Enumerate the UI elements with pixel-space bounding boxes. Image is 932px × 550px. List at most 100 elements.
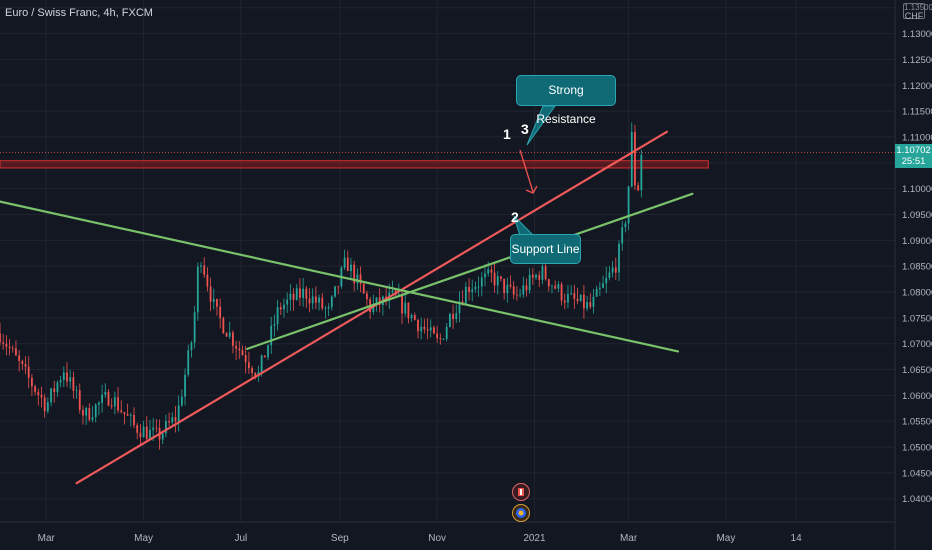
candle-body xyxy=(554,285,557,289)
candle-body xyxy=(614,267,617,273)
wave-label-2: 2 xyxy=(511,209,519,225)
candle-body xyxy=(187,350,190,375)
candle-body xyxy=(567,293,569,303)
candle-body xyxy=(286,299,289,305)
candle-body xyxy=(637,185,640,191)
candle-body xyxy=(634,131,636,186)
candle-body xyxy=(152,427,155,430)
candle-body xyxy=(225,333,228,337)
candle-body xyxy=(193,312,196,343)
candle-body xyxy=(247,362,250,369)
currency-badge[interactable]: 1.13500 CHF xyxy=(903,3,932,21)
candle-body xyxy=(78,390,81,410)
candle-body xyxy=(353,264,356,284)
candle-body xyxy=(219,306,222,319)
candle-body xyxy=(142,426,145,438)
y-tick-label: 1.04000 xyxy=(902,494,932,505)
y-tick-label: 1.09000 xyxy=(902,236,932,247)
candle-body xyxy=(40,394,43,398)
currency-label: CHF xyxy=(904,11,924,21)
candle-body xyxy=(487,269,490,274)
candle-body xyxy=(496,276,499,286)
candle-body xyxy=(18,355,21,362)
y-tick-label: 1.08500 xyxy=(902,262,932,273)
candle-body xyxy=(471,289,474,293)
candle-body xyxy=(107,391,110,406)
candle-body xyxy=(522,285,525,295)
candle-body xyxy=(91,417,94,420)
x-tick-label: Sep xyxy=(331,533,349,544)
candle-body xyxy=(209,286,212,302)
strong-resistance-callout[interactable]: Strong Resistance xyxy=(516,75,616,126)
y-tick-label: 1.05500 xyxy=(902,417,932,428)
candle-body xyxy=(372,303,375,313)
y-tick-label: 1.12500 xyxy=(902,55,932,66)
y-tick-label: 1.06000 xyxy=(902,391,932,402)
candle-body xyxy=(334,286,336,297)
x-tick-label: Mar xyxy=(620,533,638,544)
flag-event-icon[interactable] xyxy=(512,483,530,501)
candle-body xyxy=(62,372,65,381)
candle-body xyxy=(417,319,419,332)
candle-body xyxy=(362,283,365,294)
candle-body xyxy=(251,368,253,373)
candle-body xyxy=(321,297,324,309)
support-line-callout[interactable]: Support Line xyxy=(510,234,581,264)
candle-body xyxy=(184,374,186,397)
y-tick-label: 1.11000 xyxy=(902,132,932,143)
candle-body xyxy=(592,296,595,307)
candle-body xyxy=(59,380,62,383)
candle-body xyxy=(50,388,52,403)
earnings-event-icon[interactable] xyxy=(512,504,530,522)
candle-body xyxy=(72,377,75,391)
candle-body xyxy=(330,296,333,307)
candle-body xyxy=(295,288,298,300)
candle-body xyxy=(101,394,104,403)
candle-body xyxy=(126,414,129,416)
candle-body xyxy=(113,397,116,407)
candle-body xyxy=(324,308,327,310)
axis-top-price-label: 1.13500 xyxy=(904,3,932,12)
candle-body xyxy=(439,338,442,340)
bar-countdown: 25:51 xyxy=(901,156,926,167)
candle-body xyxy=(190,342,193,351)
resistance-zone xyxy=(0,160,709,169)
y-tick-label: 1.13000 xyxy=(902,29,932,40)
candle-body xyxy=(506,284,509,294)
candle-body xyxy=(212,298,215,302)
candle-body xyxy=(222,318,225,334)
candle-body xyxy=(563,300,566,303)
candle-body xyxy=(311,296,314,304)
candle-body xyxy=(66,372,68,382)
candle-body xyxy=(98,402,100,405)
candle-body xyxy=(82,409,84,416)
candle-body xyxy=(426,329,429,331)
candle-body xyxy=(8,346,11,349)
candle-body xyxy=(602,283,604,288)
candle-body xyxy=(464,286,467,304)
resistance-callout-pointer xyxy=(526,105,556,146)
candle-body xyxy=(283,304,285,310)
candle-body xyxy=(420,326,423,332)
candle-body xyxy=(375,297,378,304)
candle-body xyxy=(586,302,588,309)
candle-body xyxy=(458,301,461,314)
candle-body xyxy=(232,332,234,346)
candle-body xyxy=(557,284,560,289)
candle-body xyxy=(216,298,218,307)
candle-body xyxy=(139,432,142,438)
candle-body xyxy=(445,326,448,339)
candle-body xyxy=(117,397,119,411)
candle-body xyxy=(480,277,483,287)
candle-body xyxy=(0,333,1,343)
candle-body xyxy=(391,290,394,293)
candle-body xyxy=(519,294,521,296)
candle-body xyxy=(627,186,630,224)
candle-body xyxy=(289,293,292,300)
candle-body xyxy=(503,278,506,294)
candle-body xyxy=(579,294,582,301)
candle-body xyxy=(608,272,611,278)
candle-body xyxy=(75,390,78,392)
candle-body xyxy=(474,286,477,290)
